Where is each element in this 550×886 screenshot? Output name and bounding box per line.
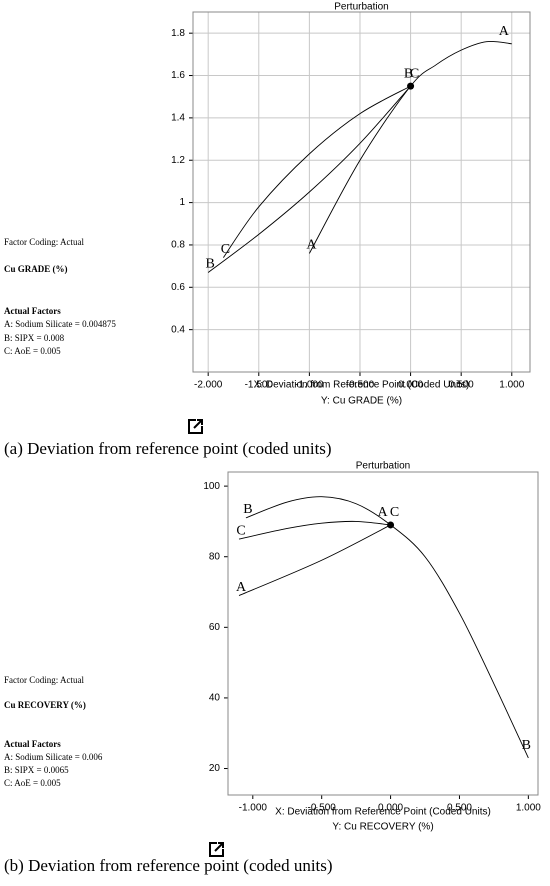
x-tick-label: 0.000: [378, 803, 403, 814]
y-tick-label: 0.8: [171, 240, 185, 251]
y-tick-label: 1: [179, 197, 185, 208]
factors-title: Actual Factors: [4, 306, 61, 316]
x-tick-label: -0.500: [308, 803, 337, 814]
series-label: A: [236, 580, 247, 595]
series-line: [308, 40, 512, 254]
y-axis-label: Y: Cu GRADE (%): [321, 396, 402, 407]
y-tick-label: 0.6: [171, 282, 185, 293]
plot-frame: [192, 11, 531, 373]
y-tick-label: 40: [209, 693, 221, 704]
chart-title: Perturbation: [334, 2, 388, 13]
factor-coding: Factor Coding: Actual: [4, 237, 84, 247]
x-tick-label: 1.000: [516, 803, 541, 814]
series-label: C: [410, 66, 419, 81]
series-label: C: [236, 523, 245, 538]
y-axis-label: Y: Cu RECOVERY (%): [332, 822, 433, 833]
factor-setting: A: Sodium Silicate = 0.006: [4, 752, 103, 762]
series-label: A: [499, 24, 510, 39]
y-tick-label: 1.2: [171, 155, 185, 166]
series-line: [222, 85, 411, 258]
link-icon: [188, 418, 204, 434]
x-tick-label: -1.000: [239, 803, 268, 814]
factors-title: Actual Factors: [4, 739, 61, 749]
factor-setting: C: AoE = 0.005: [4, 346, 61, 356]
factor-setting: B: SIPX = 0.008: [4, 333, 65, 343]
y-tick-label: 20: [209, 763, 221, 774]
y-tick-label: 100: [203, 481, 220, 492]
x-tick-label: 0.000: [398, 380, 423, 391]
y-tick-label: 1.8: [171, 28, 185, 39]
series-line: [238, 524, 391, 596]
caption: (b) Deviation from reference point (code…: [4, 856, 333, 875]
series-label: B: [522, 738, 531, 753]
series-label: B: [206, 257, 215, 272]
series-line: [207, 85, 411, 273]
link-icon: [209, 841, 225, 857]
x-tick-label: 1.000: [499, 380, 524, 391]
x-axis-label: X: Deviation from Reference Point (Coded…: [275, 807, 491, 818]
series-label: C: [221, 242, 230, 257]
series-line: [245, 496, 529, 759]
x-tick-label: -1.000: [295, 380, 324, 391]
plot-frame: [227, 471, 539, 796]
factor-setting: A: Sodium Silicate = 0.004875: [4, 319, 116, 329]
y-tick-label: 1.4: [171, 113, 185, 124]
series-label: A: [306, 238, 317, 253]
factor-setting: B: SIPX = 0.0065: [4, 765, 69, 775]
x-tick-label: -2.000: [194, 380, 223, 391]
series-label: C: [390, 505, 399, 520]
factor-setting: C: AoE = 0.005: [4, 778, 61, 788]
y-tick-label: 60: [209, 622, 221, 633]
series-line: [238, 520, 391, 540]
series-label: B: [243, 502, 252, 517]
reference-point: [407, 82, 415, 90]
series-label: A: [378, 505, 389, 520]
x-axis-label: X: Deviation from Reference Point (Coded…: [254, 380, 470, 391]
y-tick-label: 80: [209, 551, 221, 562]
y-tick-label: 1.6: [171, 70, 185, 81]
response-name: Cu RECOVERY (%): [4, 700, 86, 710]
chart-title: Perturbation: [356, 461, 410, 472]
series-label: B: [404, 66, 413, 81]
x-tick-label: 0.500: [449, 380, 474, 391]
caption: (a) Deviation from reference point (code…: [4, 439, 332, 458]
x-tick-label: -1.500: [245, 380, 274, 391]
reference-point: [387, 521, 395, 529]
x-tick-label: 0.500: [447, 803, 472, 814]
factor-coding: Factor Coding: Actual: [4, 675, 84, 685]
y-tick-label: 0.4: [171, 324, 185, 335]
x-tick-label: -0.500: [346, 380, 375, 391]
response-name: Cu GRADE (%): [4, 264, 68, 274]
